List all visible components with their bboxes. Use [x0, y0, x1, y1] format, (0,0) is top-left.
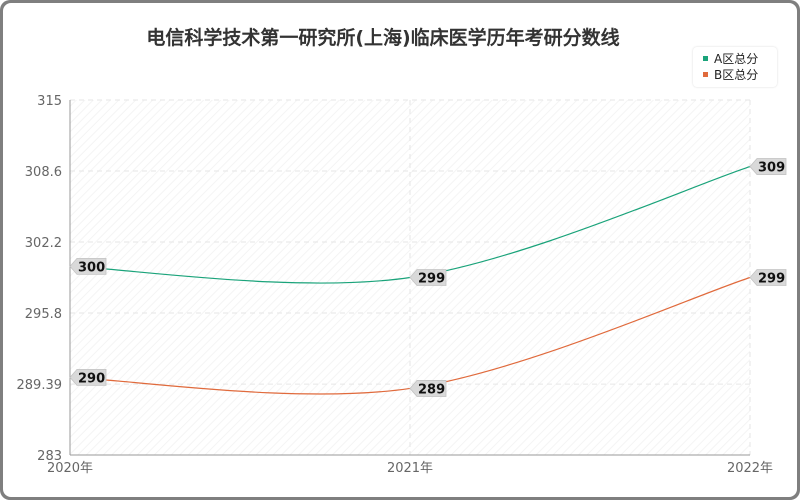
- data-label-bg: [69, 258, 107, 275]
- data-label: 299: [418, 272, 445, 287]
- data-label-bg: [749, 158, 787, 175]
- data-label: 309: [758, 161, 785, 176]
- x-tick-label: 2020年: [47, 461, 93, 476]
- data-label-bg: [409, 380, 447, 397]
- data-label: 300: [78, 260, 105, 275]
- chart-legend[interactable]: A区总分 B区总分: [693, 47, 777, 87]
- legend-swatch-a: [703, 56, 708, 61]
- y-tick-label: 315: [37, 94, 62, 109]
- data-label: 299: [758, 272, 785, 287]
- legend-swatch-b: [703, 72, 708, 77]
- legend-label-b: B区总分: [714, 68, 759, 82]
- x-tick-label: 2021年: [387, 461, 433, 476]
- legend-label-a: A区总分: [714, 52, 759, 66]
- chart-panel: 电信科学技术第一研究所(上海)临床医学历年考研分数线 283 289.39 295.…: [3, 3, 797, 497]
- y-tick-label: 289.39: [17, 378, 63, 393]
- x-tick-label: 2022年: [727, 461, 773, 476]
- data-label: 289: [418, 382, 445, 397]
- line-chart: 283 289.39 295.8 302.2 308.6 315 2020年 2021年 202…: [17, 94, 787, 476]
- y-tick-label: 295.8: [25, 307, 62, 322]
- y-tick-label: 283: [37, 449, 62, 464]
- y-tick-label: 302.2: [25, 236, 62, 251]
- data-label: 290: [78, 371, 105, 386]
- legend-item-b[interactable]: B区总分: [703, 68, 758, 82]
- data-label-bg: [69, 368, 107, 386]
- data-label-bg: [749, 269, 787, 286]
- y-tick-label: 308.6: [25, 165, 62, 180]
- legend-item-a[interactable]: A区总分: [703, 52, 758, 66]
- chart-title: 电信科学技术第一研究所(上海)临床医学历年考研分数线: [146, 27, 620, 49]
- data-label-bg: [409, 269, 447, 286]
